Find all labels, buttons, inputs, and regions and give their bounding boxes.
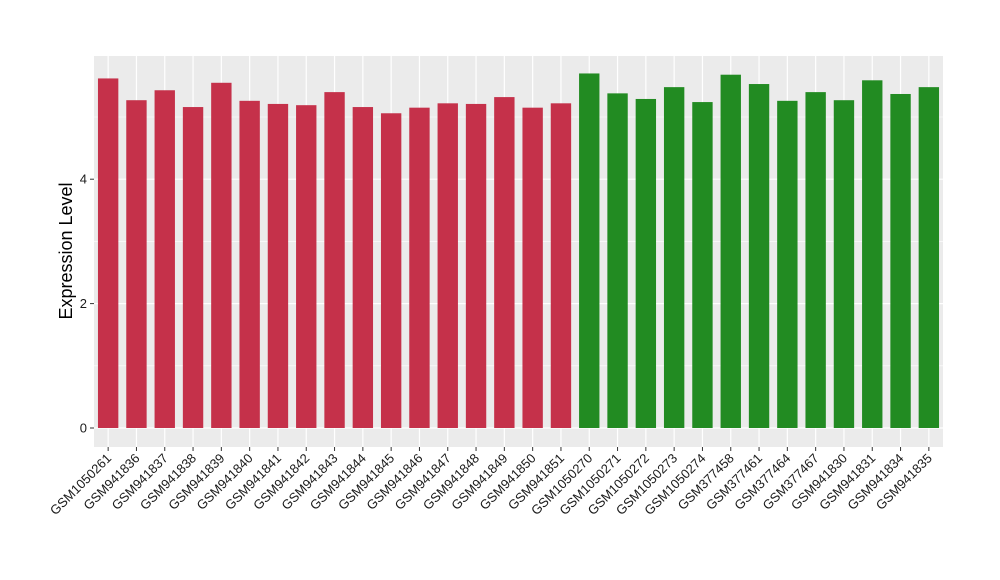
bar-GSM941842 <box>296 105 317 428</box>
bar-GSM941837 <box>154 90 175 428</box>
bar-GSM941843 <box>324 92 345 429</box>
y-axis-title: Expression Level <box>56 182 76 319</box>
bar-GSM1050274 <box>692 102 713 429</box>
bar-GSM941848 <box>465 103 487 429</box>
bar-GSM941845 <box>380 113 402 428</box>
bar-GSM377464 <box>777 100 798 428</box>
bar-GSM1050271 <box>607 93 628 428</box>
bar-GSM941850 <box>522 107 543 429</box>
y-axis: 0 2 4 <box>80 172 94 436</box>
plot-panel <box>94 56 943 447</box>
x-axis: GSM1050261GSM941836GSM941837GSM941838GSM… <box>47 447 935 518</box>
bar-GSM941847 <box>437 103 458 428</box>
bar-GSM377458 <box>720 74 741 428</box>
bar-GSM377461 <box>748 84 770 428</box>
bar-GSM941840 <box>239 100 260 428</box>
bar-GSM941851 <box>550 103 572 428</box>
bar-GSM1050273 <box>663 87 685 429</box>
bars <box>97 73 940 429</box>
bar-GSM941841 <box>267 103 289 429</box>
bar-GSM941831 <box>862 80 883 428</box>
bar-GSM1050270 <box>579 73 600 429</box>
bar-GSM941830 <box>833 100 855 429</box>
bar-GSM941835 <box>918 87 940 429</box>
y-tick-label: 0 <box>80 421 87 436</box>
bar-GSM377467 <box>805 92 826 429</box>
bar-GSM941849 <box>494 97 515 428</box>
bar-GSM941834 <box>890 93 911 429</box>
bar-GSM941844 <box>352 107 374 428</box>
y-tick-label: 2 <box>80 296 87 311</box>
bar-GSM941838 <box>182 107 204 428</box>
bar-GSM1050272 <box>635 98 657 428</box>
bar-GSM941836 <box>126 100 147 429</box>
bar-GSM1050261 <box>97 78 119 428</box>
bar-GSM941846 <box>409 107 430 429</box>
y-tick-label: 4 <box>80 172 87 187</box>
bar-GSM941839 <box>211 82 232 428</box>
